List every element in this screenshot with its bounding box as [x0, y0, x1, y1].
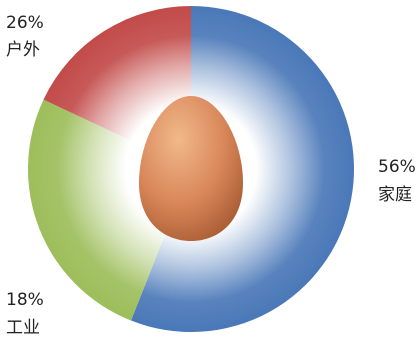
slice-category-label: 户外: [6, 40, 40, 60]
egg-center-image: [139, 96, 243, 241]
labels-layer: 56% 家庭 26% 户外 18% 工业: [6, 13, 416, 338]
slice-value-label: 26%: [6, 13, 44, 33]
slice-value-label: 56%: [378, 157, 416, 177]
slice-category-label: 家庭: [378, 185, 412, 205]
slice-value-label: 18%: [6, 290, 44, 310]
slice-category-label: 工业: [6, 318, 40, 338]
